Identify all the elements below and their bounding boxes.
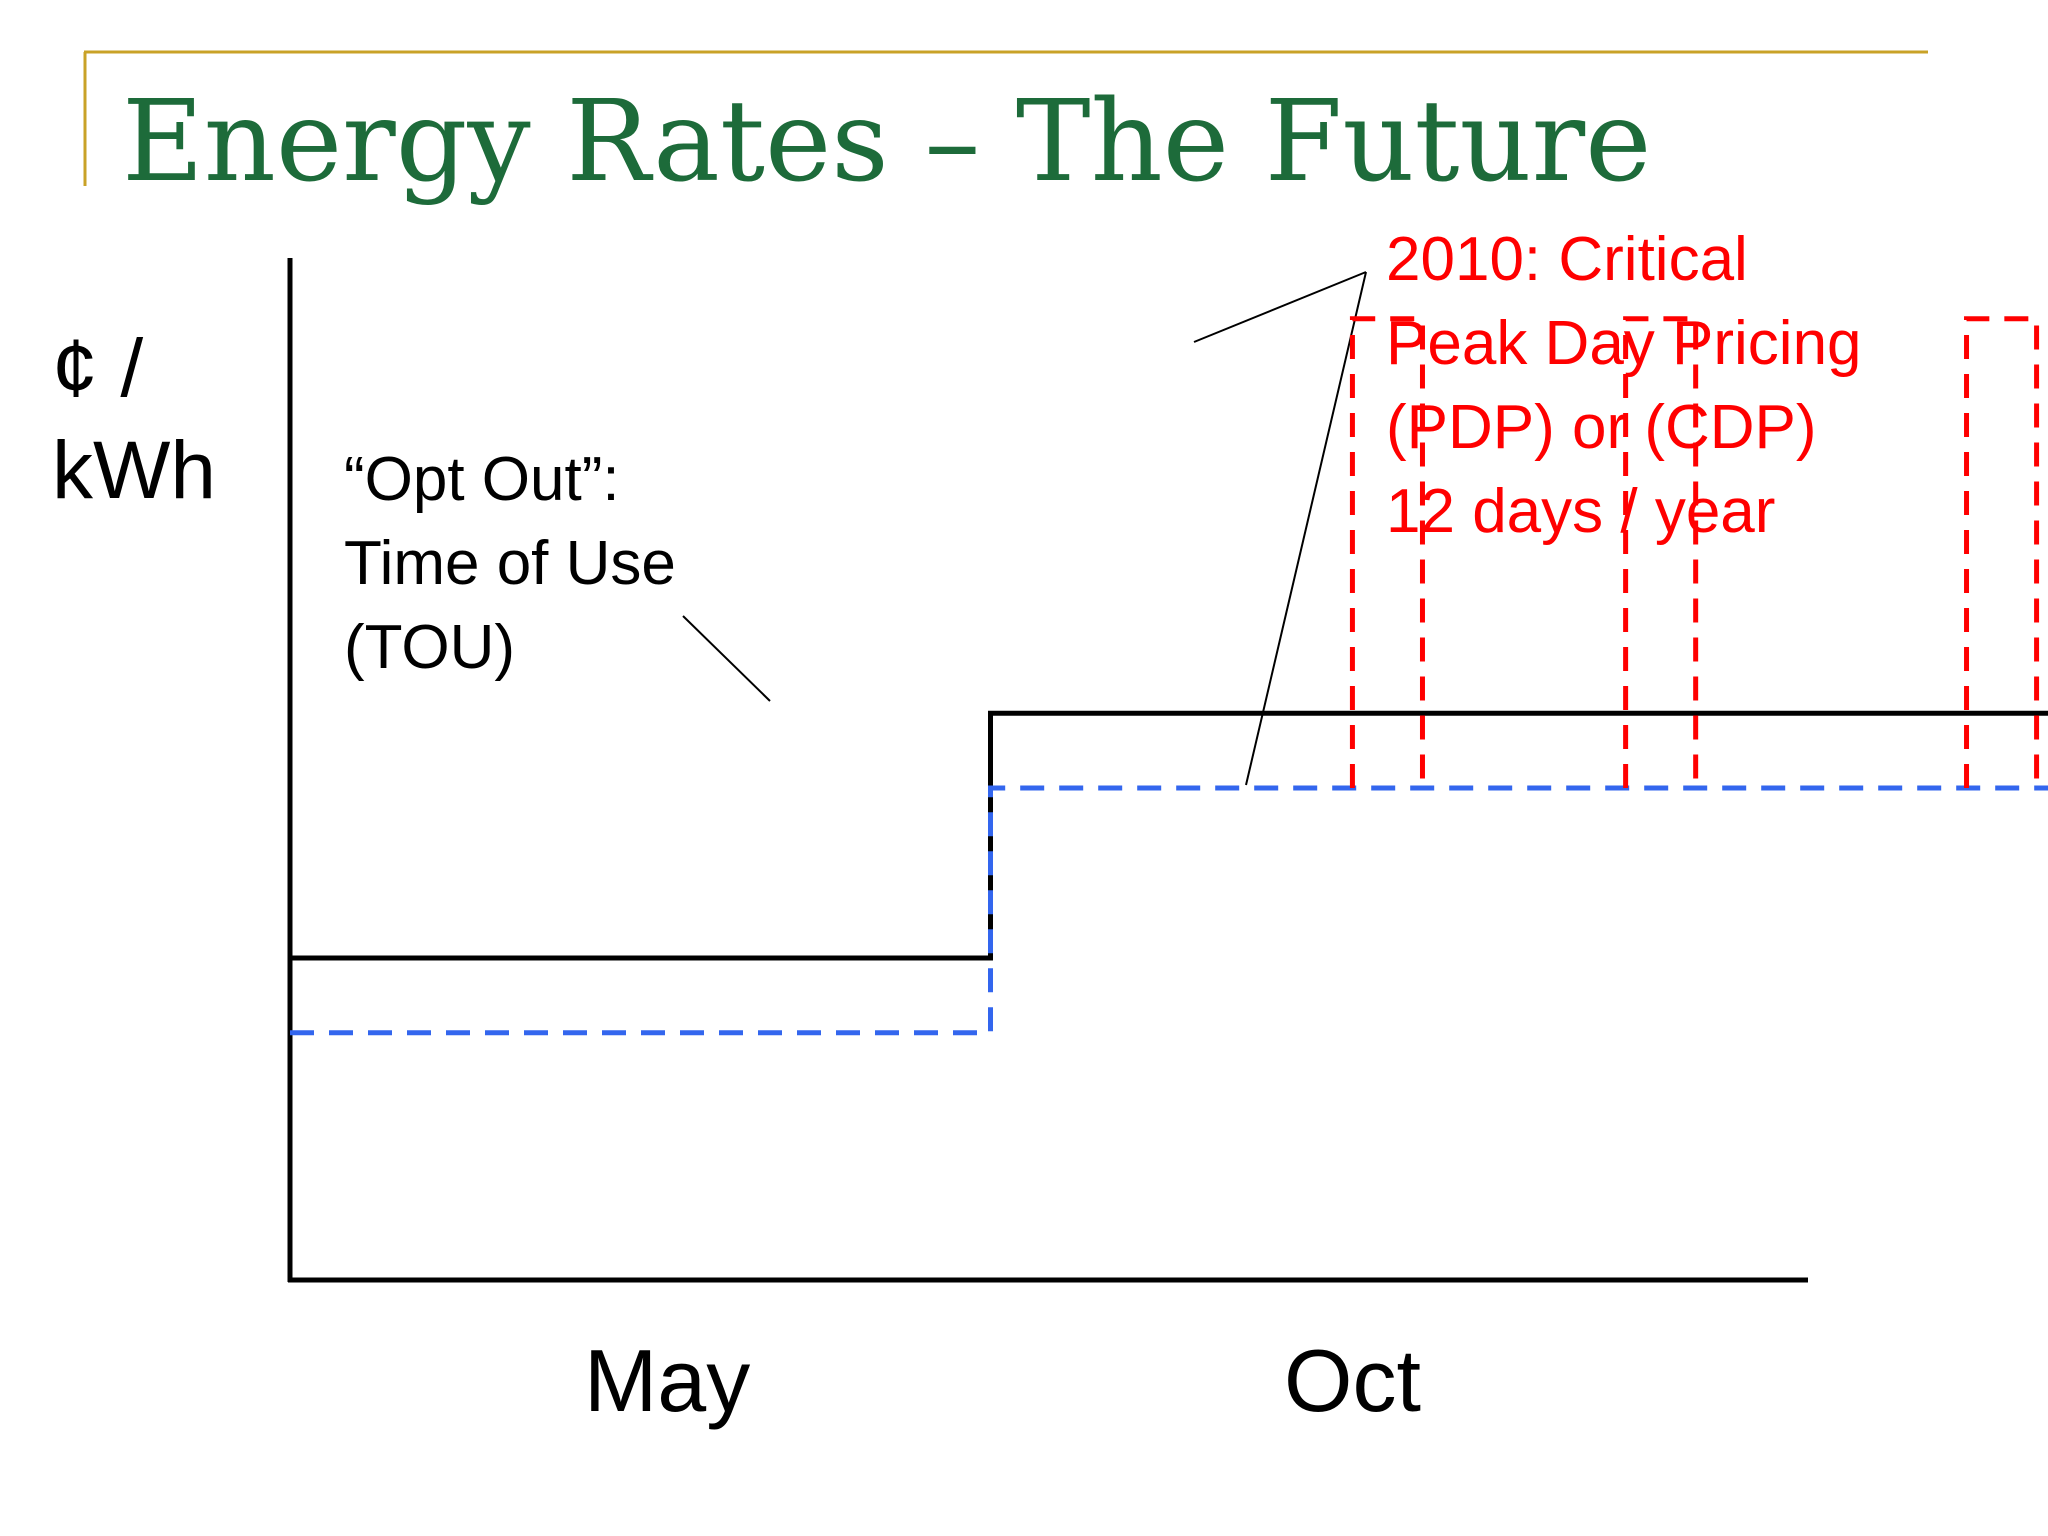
- critical-peak-spike-1: [1349, 316, 1425, 788]
- critical-peak-spike-3: [1964, 316, 2040, 788]
- tou-rate-line: [290, 710, 2048, 961]
- x-tick-label-oct: Oct: [1284, 1331, 1421, 1430]
- tou-annotation: “Opt Out”: Time of Use (TOU): [344, 438, 676, 690]
- x-tick-label-may: May: [584, 1331, 751, 1430]
- tou-annotation-line-3: (TOU): [344, 613, 516, 682]
- y-axis-label-line-1: ¢ /: [52, 323, 144, 414]
- pdp-annotation: 2010: Critical Peak Day Pricing (PDP) or…: [1386, 218, 1862, 554]
- y-axis-label: ¢ / kWh: [52, 318, 216, 522]
- critical-peak-spike-2: [1623, 316, 1699, 788]
- pdp-annotation-line-2: Peak Day Pricing: [1386, 309, 1862, 378]
- tou-annotation-line-2: Time of Use: [344, 529, 676, 598]
- slide-title: Energy Rates – The Future: [122, 77, 1652, 207]
- tou-annotation-line-1: “Opt Out”:: [344, 445, 620, 514]
- series-layer: [290, 316, 2048, 1036]
- pdp-callout-line-1: [1193, 271, 1367, 343]
- pdp-annotation-line-1: 2010: Critical: [1386, 225, 1748, 294]
- tou-callout-line: [682, 615, 771, 702]
- pdp-annotation-line-4: 12 days / year: [1386, 477, 1776, 546]
- base-rate-line: [290, 785, 2048, 1036]
- pdp-annotation-line-3: (PDP) or (CDP): [1386, 393, 1817, 462]
- pdp-callout-line-2: [1245, 271, 1367, 786]
- y-axis-label-line-2: kWh: [52, 425, 216, 516]
